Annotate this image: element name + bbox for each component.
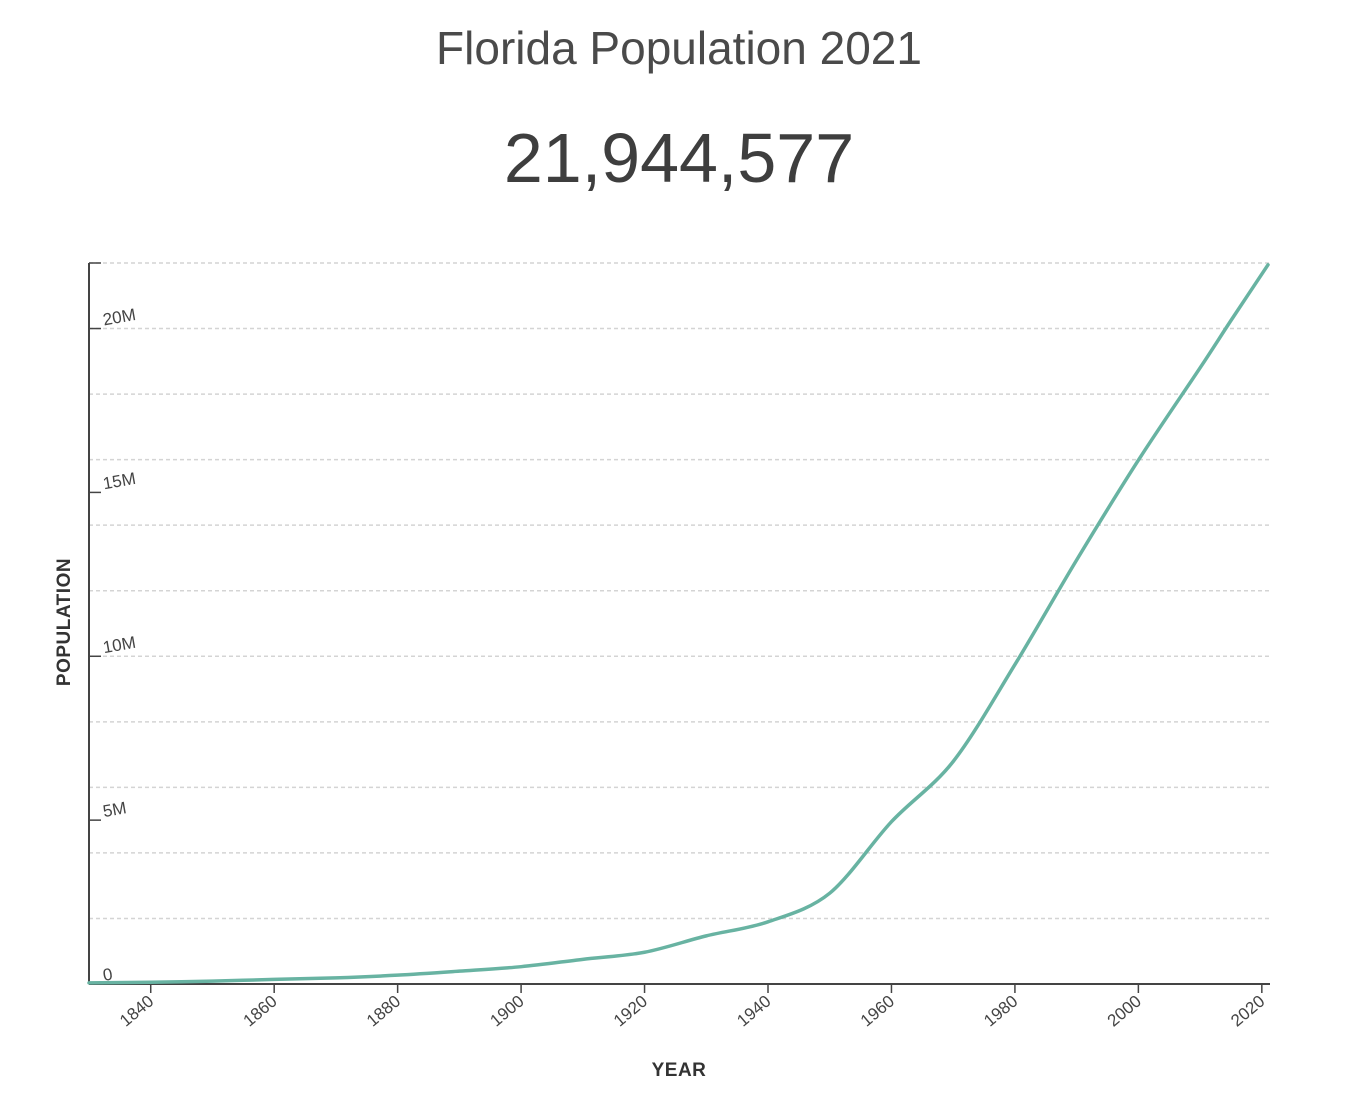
x-tick-label: 1840 (116, 992, 157, 1031)
x-tick-label: 2000 (1104, 992, 1145, 1031)
page-title: Florida Population 2021 (436, 22, 922, 74)
series-layer (87, 263, 1270, 985)
axes (88, 262, 1270, 985)
x-tick-label: 1960 (857, 992, 898, 1031)
x-tick-label: 2020 (1227, 992, 1268, 1031)
x-axis-title: YEAR (652, 1060, 707, 1081)
y-axis-ticks: 0 5M 10M 15M 20M (89, 305, 137, 985)
x-tick-label: 1880 (363, 992, 404, 1031)
x-tick-label: 1940 (733, 992, 774, 1031)
y-axis-title: POPULATION (54, 558, 75, 686)
x-tick-label: 1900 (486, 992, 527, 1031)
y-tick-label: 20M (101, 305, 137, 329)
population-value: 21,944,577 (503, 119, 855, 197)
x-tick-label: 1860 (240, 992, 281, 1031)
x-axis-ticks: 1840 1860 1880 1900 1920 1940 1960 1980 2000 2020 (116, 984, 1268, 1030)
y-tick-label: 15M (101, 469, 137, 493)
population-series-line (87, 263, 1270, 985)
y-tick-label: 5M (101, 798, 128, 821)
y-tick-label: 0 (101, 965, 114, 985)
y-tick-label: 10M (101, 633, 137, 657)
x-tick-label: 1980 (980, 992, 1021, 1031)
grid-lines (89, 262, 1270, 920)
x-tick-label: 1920 (610, 992, 651, 1031)
